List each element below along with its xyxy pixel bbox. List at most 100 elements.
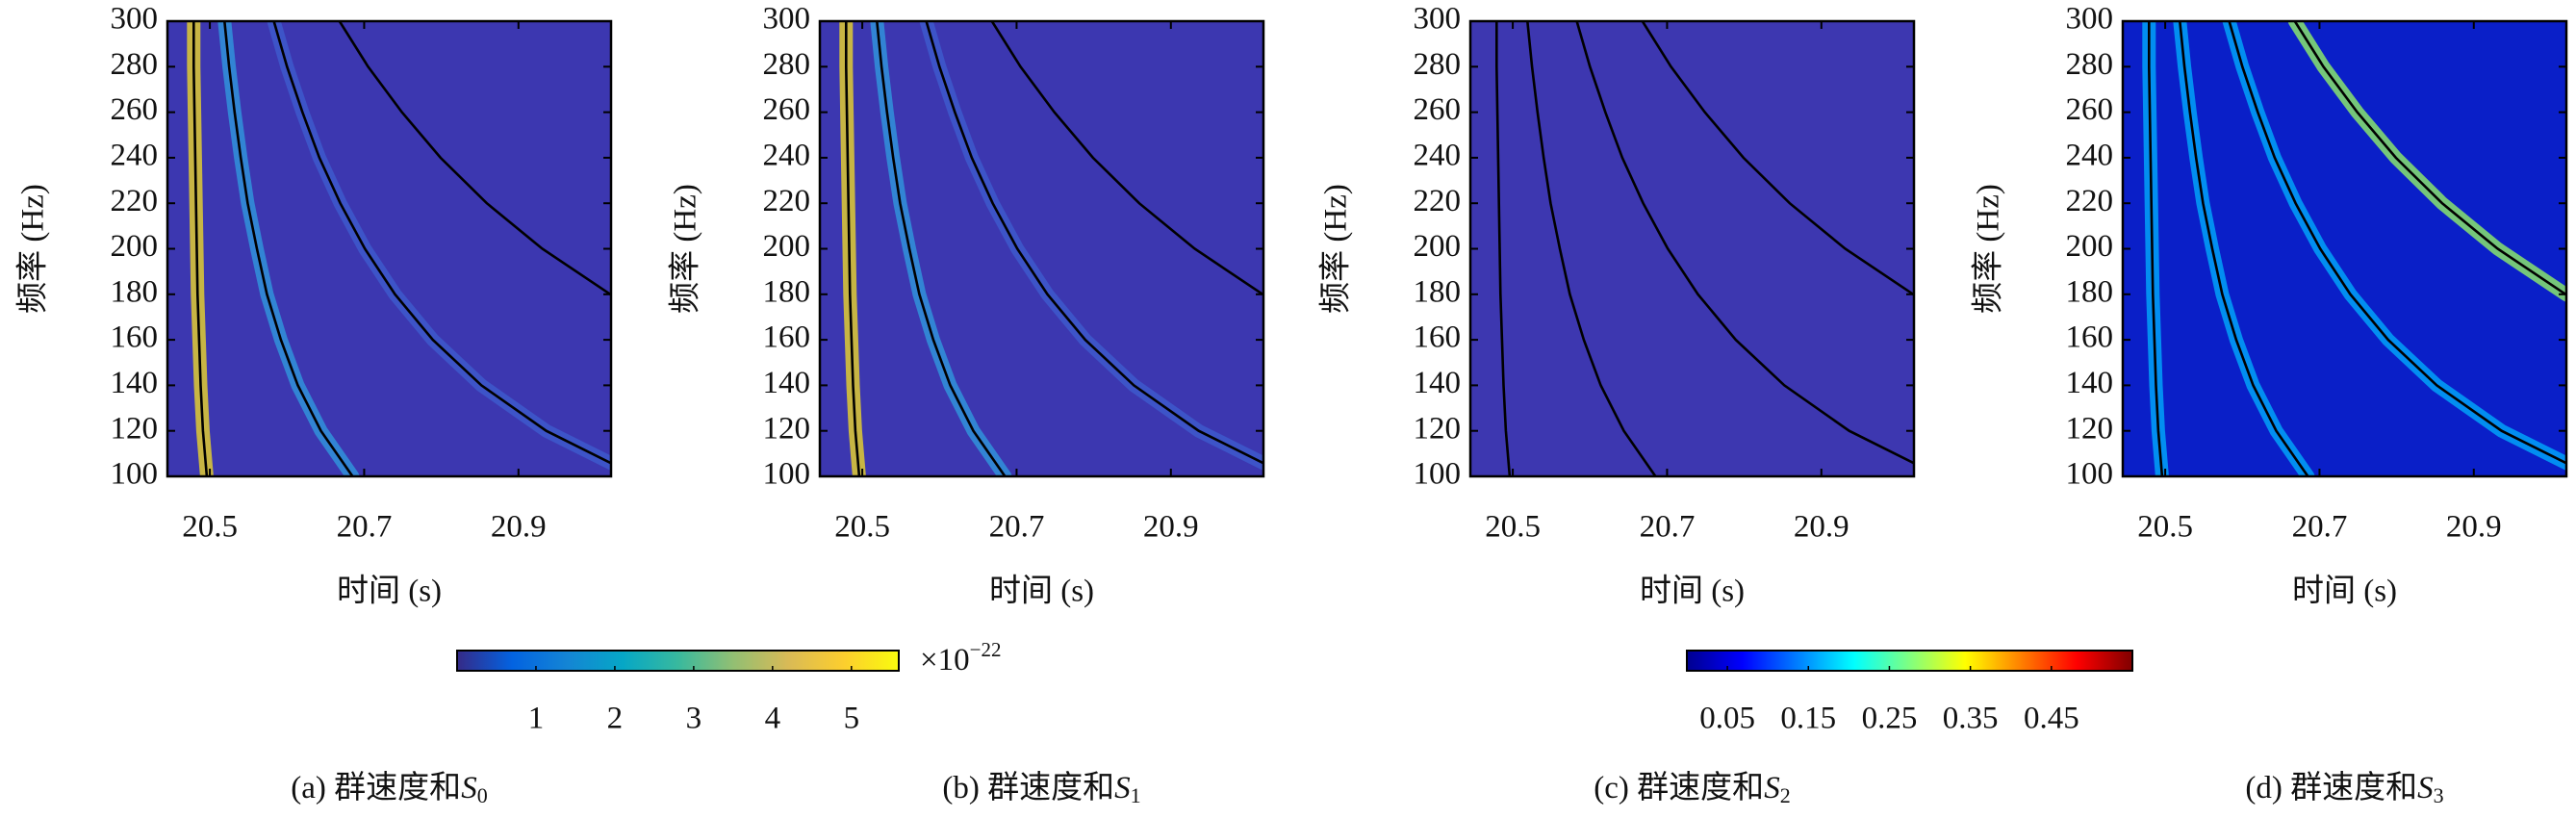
y-tick-label: 180 <box>1414 274 1462 309</box>
caption: (c) 群速度和S2 <box>1594 770 1790 807</box>
plot-area <box>1470 21 1914 476</box>
curve <box>192 21 209 476</box>
caption: (a) 群速度和S0 <box>291 770 487 807</box>
plot-frame <box>1468 19 1916 478</box>
colorbar <box>456 650 900 672</box>
y-tick-label: 220 <box>2066 184 2114 218</box>
y-tick-label: 260 <box>763 92 811 127</box>
curve <box>2293 21 2566 296</box>
x-tick-label: 20.5 <box>1485 510 1541 545</box>
y-tick-label: 100 <box>2066 457 2114 492</box>
colorbar-scale: ×10−22 <box>920 638 1001 677</box>
caption-text: (c) 群速度和 <box>1594 770 1764 805</box>
y-axis-label: 频率 (Hz) <box>1971 184 2006 314</box>
y-tick-label: 120 <box>763 411 811 446</box>
x-tick-label: 20.9 <box>1794 510 1849 545</box>
y-tick-label: 220 <box>1414 184 1462 218</box>
x-tick-label: 20.7 <box>337 510 393 545</box>
y-tick-label: 300 <box>2066 2 2114 37</box>
y-tick-label: 160 <box>1414 320 1462 355</box>
plot-frame <box>2121 19 2568 478</box>
y-tick-label: 200 <box>763 229 811 264</box>
y-tick-label: 180 <box>763 274 811 309</box>
plot-area <box>2123 21 2566 476</box>
x-tick-label: 20.9 <box>2446 510 2502 545</box>
y-tick-label: 260 <box>2066 92 2114 127</box>
caption-text: (b) 群速度和 <box>942 770 1114 805</box>
caption-symbol: S <box>1114 771 1131 805</box>
curve <box>2179 21 2309 476</box>
curve <box>223 21 354 476</box>
x-axis-label: 时间 (s) <box>989 575 1094 609</box>
colorbar <box>1686 650 2133 672</box>
curve <box>1526 21 1657 476</box>
curve <box>990 21 1263 296</box>
y-tick-label: 200 <box>1414 229 1462 264</box>
y-axis-label: 频率 (Hz) <box>668 184 703 314</box>
colorbar-tick-label: 5 <box>844 702 860 736</box>
y-tick-label: 240 <box>1414 138 1462 172</box>
y-tick-label: 240 <box>111 138 159 172</box>
y-tick-label: 120 <box>2066 411 2114 446</box>
caption: (b) 群速度和S1 <box>942 770 1140 807</box>
colorbar-tick-label: 0.35 <box>1943 702 1999 736</box>
curve <box>272 21 611 465</box>
y-axis-label: 频率 (Hz) <box>15 184 51 314</box>
colorbar-scale-exponent: −22 <box>970 638 1002 661</box>
x-axis-label: 时间 (s) <box>337 575 442 609</box>
y-tick-label: 280 <box>1414 47 1462 82</box>
colorbar-tick-label: 0.15 <box>1780 702 1836 736</box>
y-tick-label: 120 <box>1414 411 1462 446</box>
curve <box>1495 21 1512 476</box>
y-tick-label: 140 <box>763 366 811 400</box>
curve <box>1641 21 1914 296</box>
caption-symbol: S <box>461 771 477 805</box>
caption-subscript: 1 <box>1131 783 1141 807</box>
y-tick-label: 120 <box>111 411 159 446</box>
curve <box>1575 21 1914 465</box>
y-tick-label: 220 <box>763 184 811 218</box>
caption-text: (d) 群速度和 <box>2245 770 2417 805</box>
y-tick-label: 240 <box>2066 138 2114 172</box>
y-tick-label: 240 <box>763 138 811 172</box>
x-tick-label: 20.7 <box>2292 510 2348 545</box>
y-tick-label: 200 <box>111 229 159 264</box>
curve <box>338 21 611 296</box>
x-tick-label: 20.5 <box>2137 510 2193 545</box>
y-tick-label: 140 <box>1414 366 1462 400</box>
x-tick-label: 20.7 <box>989 510 1045 545</box>
x-axis-label: 时间 (s) <box>1640 575 1745 609</box>
y-tick-label: 140 <box>2066 366 2114 400</box>
y-tick-label: 160 <box>2066 320 2114 355</box>
curve <box>876 21 1007 476</box>
y-tick-label: 180 <box>111 274 159 309</box>
y-tick-label: 280 <box>763 47 811 82</box>
curve <box>2228 21 2566 465</box>
plot-area <box>820 21 1263 476</box>
colorbar-tick-label: 1 <box>528 702 545 736</box>
colorbar-tick-label: 0.45 <box>2024 702 2079 736</box>
caption: (d) 群速度和S3 <box>2245 770 2443 807</box>
curve <box>845 21 861 476</box>
y-tick-label: 220 <box>111 184 159 218</box>
y-tick-label: 300 <box>763 2 811 37</box>
y-tick-label: 300 <box>1414 2 1462 37</box>
y-tick-label: 280 <box>2066 47 2114 82</box>
y-tick-label: 140 <box>111 366 159 400</box>
plot-area <box>167 21 611 476</box>
y-tick-label: 160 <box>763 320 811 355</box>
caption-subscript: 3 <box>2434 783 2444 807</box>
colorbar-tick-label: 2 <box>607 702 624 736</box>
y-tick-label: 200 <box>2066 229 2114 264</box>
x-axis-label: 时间 (s) <box>2292 575 2397 609</box>
colorbar-scale-base: ×10 <box>920 643 970 677</box>
caption-symbol: S <box>2417 771 2434 805</box>
caption-subscript: 0 <box>477 783 488 807</box>
colorbar-tick-label: 4 <box>765 702 781 736</box>
y-tick-label: 160 <box>111 320 159 355</box>
y-axis-label: 频率 (Hz) <box>1318 184 1354 314</box>
y-tick-label: 100 <box>111 457 159 492</box>
plot-frame <box>818 19 1265 478</box>
